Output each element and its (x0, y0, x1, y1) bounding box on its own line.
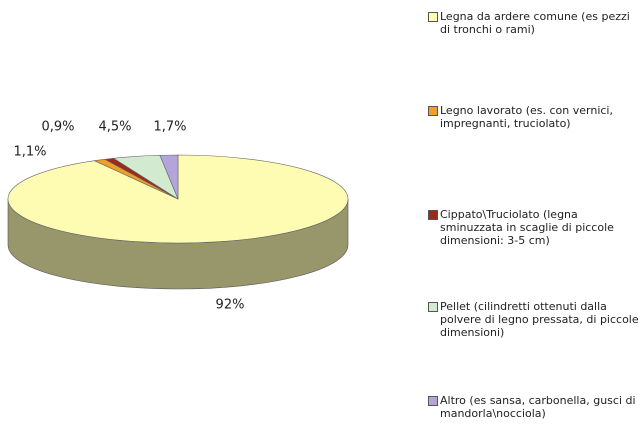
legend-item: Altro (es sansa, carbonella, gusci di ma… (428, 394, 640, 420)
legend-label: Altro (es sansa, carbonella, gusci di ma… (440, 394, 636, 420)
legend-label: Legna da ardere comune (es pezzi di tron… (440, 10, 630, 36)
legend-swatch (428, 106, 438, 116)
data-label: 1,1% (13, 145, 46, 160)
legend-item: Pellet (cilindretti ottenuti dalla polve… (428, 300, 640, 339)
data-label: 4,5% (98, 120, 131, 135)
legend-swatch (428, 12, 438, 22)
legend-item: Legno lavorato (es. con vernici, impregn… (428, 104, 640, 130)
legend-item: Legna da ardere comune (es pezzi di tron… (428, 10, 640, 36)
legend-swatch (428, 302, 438, 312)
chart: 92% 1,1% 0,9% 4,5% 1,7% (7, 120, 349, 313)
legend-item: Cippato\Truciolato (legna sminuzzata in … (428, 208, 640, 247)
data-label: 1,7% (153, 120, 186, 135)
pie-slice (159, 154, 179, 200)
legend-label: Legno lavorato (es. con vernici, impregn… (440, 104, 613, 130)
legend-swatch (428, 396, 438, 406)
data-label: 0,9% (41, 120, 74, 135)
legend-swatch (428, 210, 438, 220)
legend-label: Pellet (cilindretti ottenuti dalla polve… (440, 300, 639, 339)
data-label: 92% (216, 298, 245, 313)
legend-label: Cippato\Truciolato (legna sminuzzata in … (440, 208, 614, 247)
